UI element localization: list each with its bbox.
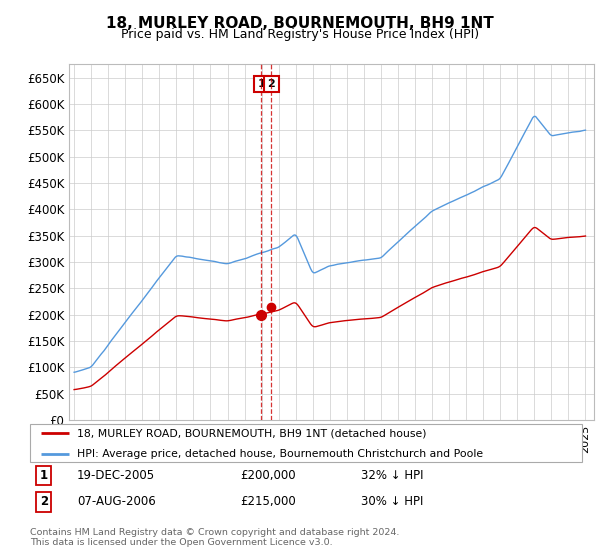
Text: 2: 2	[40, 496, 48, 508]
Text: 2: 2	[268, 79, 275, 89]
Text: HPI: Average price, detached house, Bournemouth Christchurch and Poole: HPI: Average price, detached house, Bour…	[77, 449, 483, 459]
Text: 19-DEC-2005: 19-DEC-2005	[77, 469, 155, 482]
Text: 1: 1	[40, 469, 48, 482]
Text: £200,000: £200,000	[240, 469, 295, 482]
Text: 18, MURLEY ROAD, BOURNEMOUTH, BH9 1NT (detached house): 18, MURLEY ROAD, BOURNEMOUTH, BH9 1NT (d…	[77, 428, 427, 438]
Text: Price paid vs. HM Land Registry's House Price Index (HPI): Price paid vs. HM Land Registry's House …	[121, 28, 479, 41]
Text: 32% ↓ HPI: 32% ↓ HPI	[361, 469, 424, 482]
Text: 1: 1	[257, 79, 265, 89]
Text: £215,000: £215,000	[240, 496, 296, 508]
Text: 18, MURLEY ROAD, BOURNEMOUTH, BH9 1NT: 18, MURLEY ROAD, BOURNEMOUTH, BH9 1NT	[106, 16, 494, 31]
Text: Contains HM Land Registry data © Crown copyright and database right 2024.
This d: Contains HM Land Registry data © Crown c…	[30, 528, 400, 547]
FancyBboxPatch shape	[30, 424, 582, 462]
Text: 30% ↓ HPI: 30% ↓ HPI	[361, 496, 424, 508]
Text: 07-AUG-2006: 07-AUG-2006	[77, 496, 155, 508]
